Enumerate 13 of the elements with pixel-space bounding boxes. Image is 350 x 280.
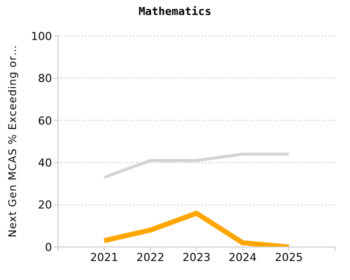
- x-tick-label: 2024: [228, 250, 257, 264]
- y-tick-label: 0: [45, 240, 52, 254]
- x-tick-label: 2025: [274, 250, 303, 264]
- x-tick-label: 2022: [136, 250, 164, 264]
- chart-title: Mathematics: [138, 5, 212, 18]
- x-tick-label: 2023: [182, 250, 210, 264]
- y-tick-label: 40: [38, 156, 52, 170]
- x-tick-label: 2021: [90, 250, 118, 264]
- y-axis-title: Next Gen MCAS % Exceeding or…: [7, 44, 19, 238]
- y-tick-label: 60: [38, 114, 52, 128]
- y-tick-label: 100: [31, 30, 52, 43]
- y-tick-label: 20: [38, 198, 52, 212]
- y-tick-label: 80: [38, 72, 52, 86]
